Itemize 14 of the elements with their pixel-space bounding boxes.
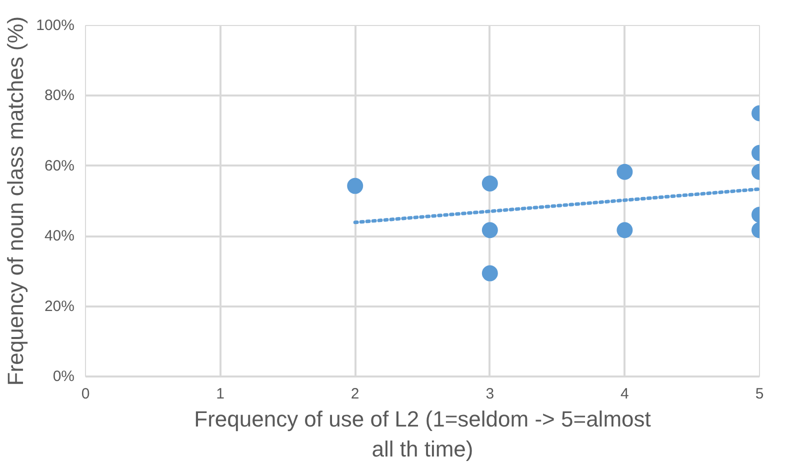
x-tick-label: 3 [486,386,494,402]
x-tick-label: 4 [620,386,629,402]
x-axis-title: Frequency of use of L2 (1=seldom -> 5=almost all th time) [194,406,651,462]
y-tick-label: 20% [44,298,75,315]
y-tick-label: 60% [44,157,75,174]
x-tick-label: 0 [81,386,90,402]
x-tick-label: 5 [755,386,764,402]
y-tick-label: 40% [44,228,75,245]
y-axis-title: Frequency of noun class matches (%) [3,16,28,386]
y-tick-label: 100% [36,17,75,34]
y-tick-label: 80% [44,87,75,104]
x-tick-label: 1 [216,386,224,402]
x-tick-label: 2 [350,386,360,402]
y-tick-label: 0% [52,368,75,385]
